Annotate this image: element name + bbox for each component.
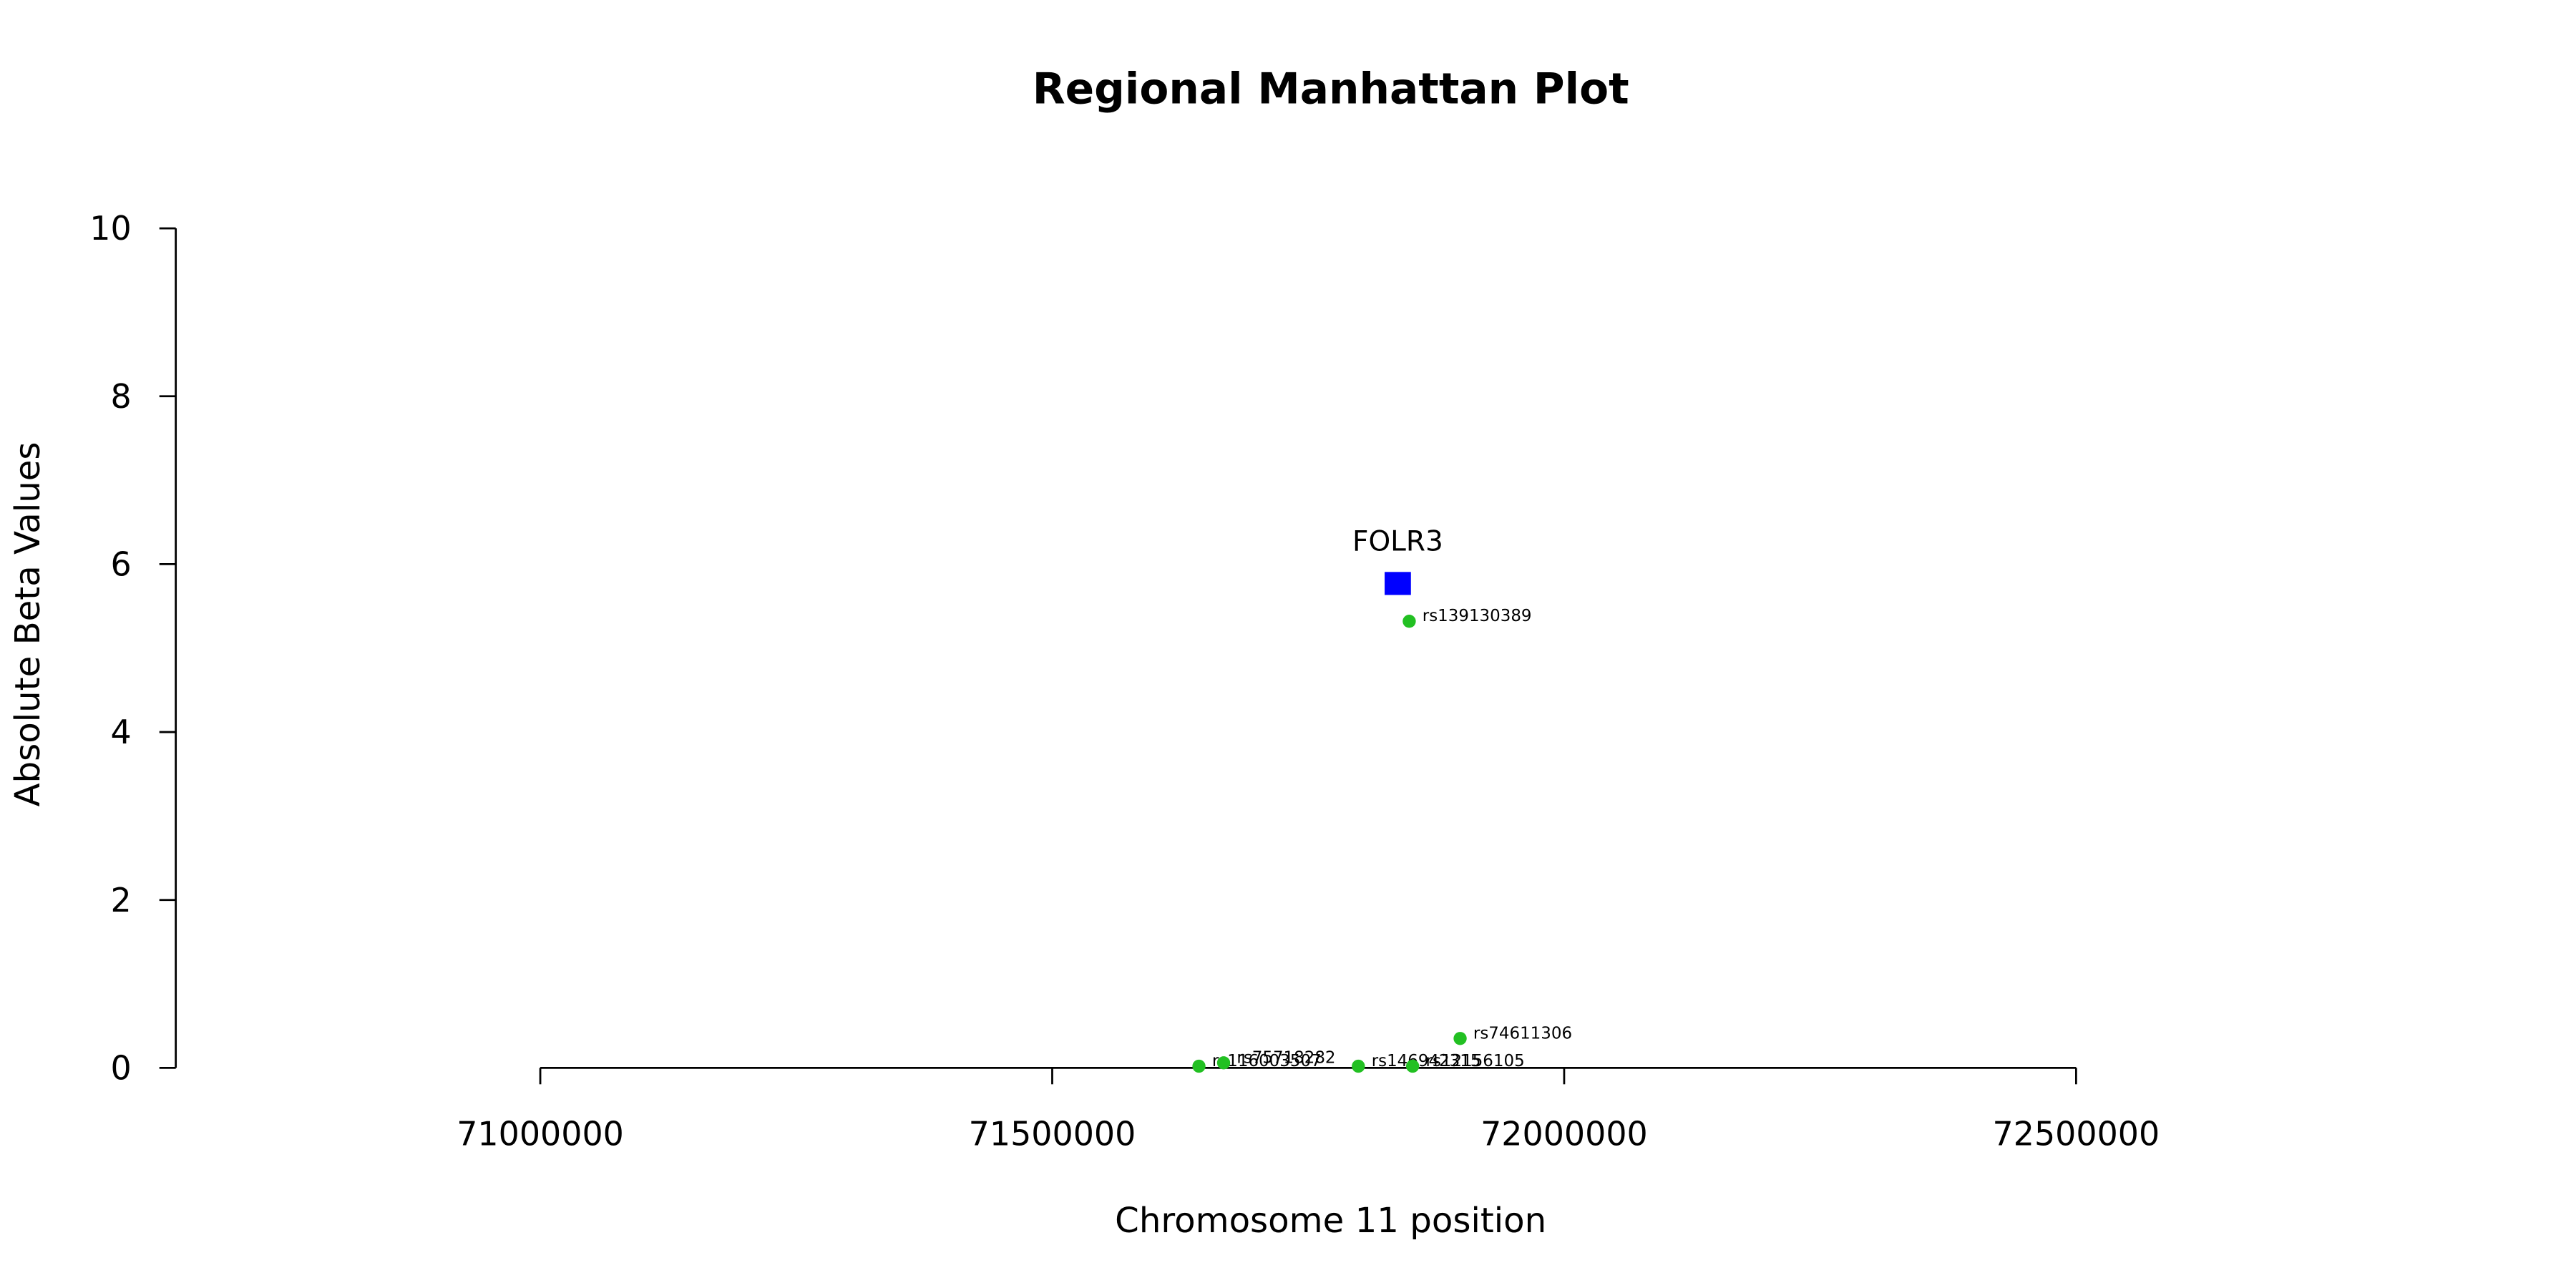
- point: [1216, 1056, 1231, 1070]
- y-tick-label: 8: [110, 377, 131, 416]
- point: [1352, 1059, 1365, 1073]
- point: [1402, 615, 1416, 628]
- y-tick-label: 0: [110, 1048, 131, 1087]
- x-tick-label: 72000000: [1480, 1114, 1648, 1153]
- point-label: rs116003507: [1212, 1052, 1322, 1070]
- point-label: rs146942315: [1372, 1052, 1481, 1070]
- point: [1192, 1059, 1206, 1073]
- x-tick-label: 72500000: [1993, 1114, 2160, 1153]
- x-tick-label: 71500000: [969, 1114, 1136, 1153]
- point-label: rs12156105: [1426, 1052, 1525, 1070]
- point: [1385, 572, 1411, 595]
- y-tick-label: 4: [110, 713, 131, 751]
- point: [1405, 1059, 1420, 1073]
- point: [1453, 1032, 1467, 1045]
- y-tick-label: 2: [110, 881, 131, 919]
- point-label: rs139130389: [1423, 607, 1532, 625]
- x-axis-title: Chromosome 11 position: [1115, 1201, 1546, 1241]
- y-tick-label: 10: [89, 209, 131, 248]
- y-tick-label: 6: [110, 545, 131, 583]
- y-axis-title: Absolute Beta Values: [8, 441, 48, 806]
- x-tick-label: 71000000: [457, 1114, 624, 1153]
- point-label: rs75718282: [1236, 1048, 1335, 1067]
- point-label: rs74611306: [1473, 1024, 1572, 1043]
- chart-title: Regional Manhattan Plot: [1033, 65, 1629, 114]
- point-label: FOLR3: [1352, 525, 1443, 557]
